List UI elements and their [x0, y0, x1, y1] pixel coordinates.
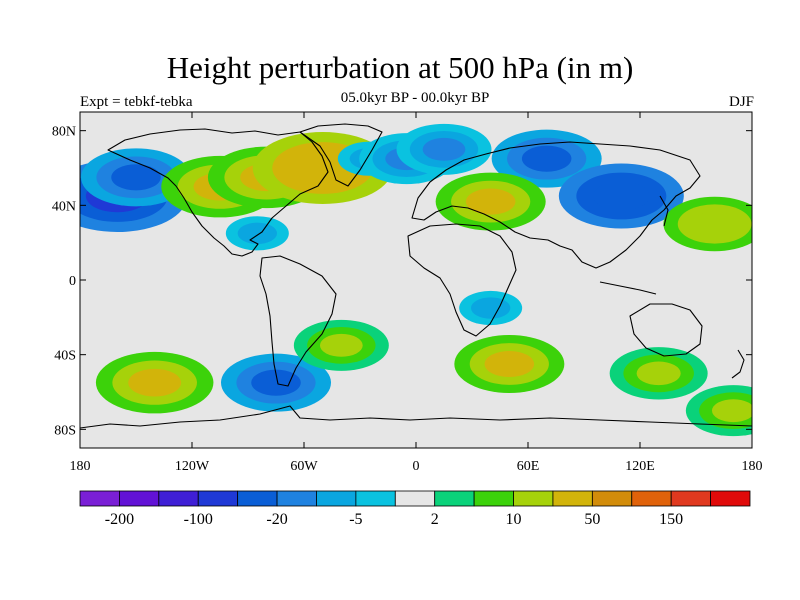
colorbar-box	[710, 490, 751, 507]
colorbar-box	[670, 490, 711, 507]
colorbar-label: 10	[506, 511, 522, 528]
experiment-label: Expt = tebkf-tebka	[80, 94, 193, 110]
lon-tick-label: 180	[70, 459, 91, 474]
coast-greenland	[299, 123, 383, 187]
field-anomaly-12	[225, 216, 289, 251]
colorbar-box	[158, 490, 199, 507]
colorbar-box	[473, 490, 514, 507]
field-contour	[593, 181, 650, 211]
colorbar-box	[355, 490, 396, 507]
field-anomaly-7	[396, 123, 492, 175]
field-contour	[237, 222, 278, 245]
coast-japan	[659, 195, 669, 227]
colorbar-label: -100	[184, 511, 213, 528]
field-contour	[691, 211, 738, 237]
colorbar-label: -20	[266, 511, 287, 528]
colorbar-box	[591, 490, 633, 507]
colorbar-box	[119, 490, 160, 507]
field-anomaly-16	[454, 335, 565, 393]
field-anomaly-13	[95, 351, 214, 414]
lat-tick-label: 80N	[52, 125, 76, 140]
lon-tick-label: 60E	[517, 459, 540, 474]
field-contour	[128, 368, 182, 397]
field-contour	[422, 137, 466, 161]
field-contour	[470, 297, 511, 319]
field-anomaly-10	[558, 163, 684, 229]
lon-tick-label: 0	[413, 459, 420, 474]
field-anomaly-9	[435, 172, 546, 231]
coast-new-zealand	[731, 349, 745, 379]
coast-indonesia	[599, 281, 657, 295]
colorbar-box	[79, 490, 120, 507]
lon-tick-label: 120E	[625, 459, 655, 474]
lat-tick-label: 0	[69, 274, 76, 289]
colorbar-box	[197, 490, 239, 507]
field-anomaly-17	[609, 347, 708, 400]
colorbar-box	[513, 490, 554, 507]
field-contour	[251, 369, 301, 396]
lat-tick-label: 80S	[54, 423, 76, 438]
lon-tick-label: 180	[742, 459, 763, 474]
field-anomaly-11	[663, 196, 752, 252]
field-contour	[484, 350, 535, 378]
lat-tick-label: 40N	[52, 199, 76, 214]
field-contour	[465, 188, 516, 215]
colorbar-box	[434, 490, 475, 507]
lon-tick-label: 120W	[175, 459, 210, 474]
map-title: Height perturbation at 500 hPa (in m)	[166, 50, 634, 85]
field-anomaly-14	[221, 353, 331, 412]
colorbar-box	[237, 490, 278, 507]
field-contour	[521, 145, 572, 172]
lon-tick-label: 60W	[290, 459, 318, 474]
colorbar-label: 50	[584, 511, 600, 528]
colorbar-label: 2	[431, 511, 439, 528]
field-contour	[636, 361, 681, 386]
colorbar-box	[552, 490, 593, 507]
field-contour	[319, 333, 363, 357]
colorbar-box	[394, 490, 436, 507]
coast-eurasia	[411, 141, 701, 269]
map-subtitle: 05.0kyr BP - 00.0kyr BP	[340, 90, 490, 106]
colorbar-label: 150	[659, 511, 683, 528]
field-anomaly-15	[293, 319, 389, 371]
lat-tick-label: 40S	[54, 349, 76, 364]
colorbar-label: -5	[349, 511, 362, 528]
coastlines	[80, 123, 752, 429]
colorbar-box	[276, 490, 317, 507]
field-contour	[111, 164, 161, 191]
field-anomaly-18	[459, 290, 523, 326]
colorbar-box	[316, 490, 357, 507]
coast-africa	[407, 223, 517, 337]
field-contour	[711, 399, 752, 423]
height-perturbation-field	[80, 123, 752, 437]
coast-antarctica	[80, 405, 752, 429]
map-axes: 80N 40N 0 40S 80S 180 120W 60W 0 60E 120E 180	[52, 112, 763, 474]
season-label: DJF	[728, 94, 754, 110]
coast-south-america	[259, 255, 337, 387]
colorbar-box	[631, 490, 672, 507]
field-anomaly-19	[685, 385, 752, 437]
colorbar: -200 -100 -20 -5 2 10 50 150	[79, 490, 751, 528]
coast-australia	[629, 303, 703, 357]
field-anomaly-8	[491, 129, 602, 188]
colorbar-label: -200	[105, 511, 134, 528]
coast-north-america	[107, 128, 329, 257]
